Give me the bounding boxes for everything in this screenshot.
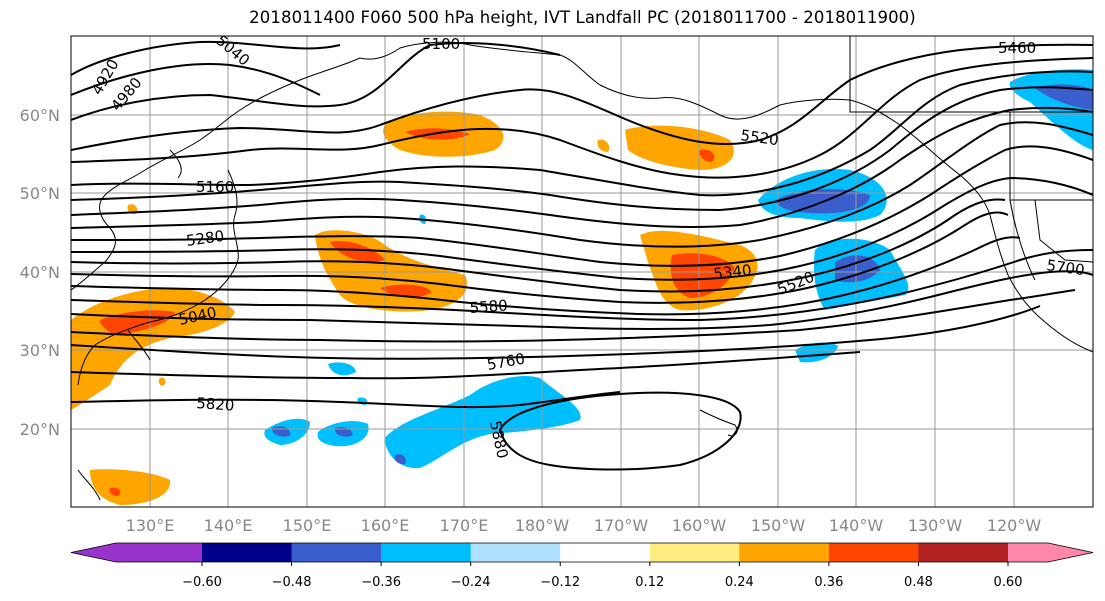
- contour-label: 5340: [713, 261, 753, 283]
- colorbar-segment: [739, 543, 830, 562]
- contour-label: 5100: [422, 35, 460, 53]
- height-contours: [71, 40, 1093, 471]
- colorbar-tick-label: −0.48: [272, 575, 312, 590]
- lat-tick-label: 30°N: [20, 341, 60, 360]
- map-frame: [70, 35, 1094, 508]
- colorbar-segment: [381, 543, 472, 562]
- lon-tick-label: 130°W: [908, 516, 963, 535]
- lon-tick-label: 160°W: [672, 516, 727, 535]
- colorbar-tick-label: −0.24: [451, 575, 491, 590]
- colorbar-segment: [202, 543, 293, 562]
- lon-tick-label: 120°W: [987, 516, 1042, 535]
- colorbar-tick-label: 0.36: [814, 575, 843, 590]
- colorbar-tick-label: 0.60: [994, 575, 1023, 590]
- contour-label: 5580: [469, 296, 508, 317]
- lon-tick-label: 150°E: [283, 516, 332, 535]
- colorbar-segment: [828, 543, 919, 562]
- contour-labels: 4920 4980 5040 5100 5460 5520 5160 5280 …: [88, 35, 1086, 460]
- colorbar-segment: [560, 543, 651, 562]
- colorbar-tick-label: −0.60: [182, 575, 222, 590]
- colorbar-tick-label: 0.24: [725, 575, 754, 590]
- colorbar-segment: [71, 543, 202, 562]
- contour-label: 5280: [185, 227, 225, 250]
- colorbar-outline: [70, 542, 1094, 563]
- coastlines: [71, 36, 1093, 501]
- contour-label: 5460: [998, 39, 1036, 57]
- colorbar: −0.60 −0.48 −0.36 −0.24 −0.12 0.12 0.24 0.36 0.4…: [70, 542, 1094, 590]
- contour-label: 5700: [1045, 256, 1085, 279]
- colorbar-segment: [470, 543, 561, 562]
- colorbar-tick-label: −0.12: [540, 575, 580, 590]
- colorbar-tick-label: −0.36: [361, 575, 401, 590]
- lon-tick-label: 180°W: [515, 516, 570, 535]
- map-title: 2018011400 F060 500 hPa height, IVT Land…: [249, 8, 916, 27]
- lon-tick-label: 140°E: [204, 516, 253, 535]
- colorbar-segment: [918, 543, 1009, 562]
- contour-label: 5520: [739, 126, 779, 149]
- colorbar-tick-label: 0.48: [904, 575, 933, 590]
- contour-label: 5160: [196, 178, 234, 196]
- colorbar-tick-label: 0.12: [635, 575, 664, 590]
- colorbar-segment: [1008, 543, 1093, 562]
- contour-label: 5820: [196, 394, 235, 415]
- lon-tick-label: 130°E: [126, 516, 175, 535]
- colorbar-segment: [649, 543, 740, 562]
- lat-tick-label: 60°N: [20, 106, 60, 125]
- lat-tick-label: 20°N: [20, 420, 60, 439]
- ivt-negative-shading: [264, 69, 1093, 469]
- longitude-axis: 130°E 140°E 150°E 160°E 170°E 180°W 170°…: [126, 516, 1042, 535]
- lat-tick-label: 40°N: [20, 263, 60, 282]
- lon-tick-label: 160°E: [361, 516, 410, 535]
- lon-tick-label: 170°E: [440, 516, 489, 535]
- colorbar-segment: [291, 543, 382, 562]
- latitude-axis: 60°N 50°N 40°N 30°N 20°N: [20, 106, 60, 439]
- lon-tick-label: 150°W: [751, 516, 806, 535]
- lon-tick-label: 170°W: [594, 516, 649, 535]
- lat-tick-label: 50°N: [20, 184, 60, 203]
- lon-tick-label: 140°W: [829, 516, 884, 535]
